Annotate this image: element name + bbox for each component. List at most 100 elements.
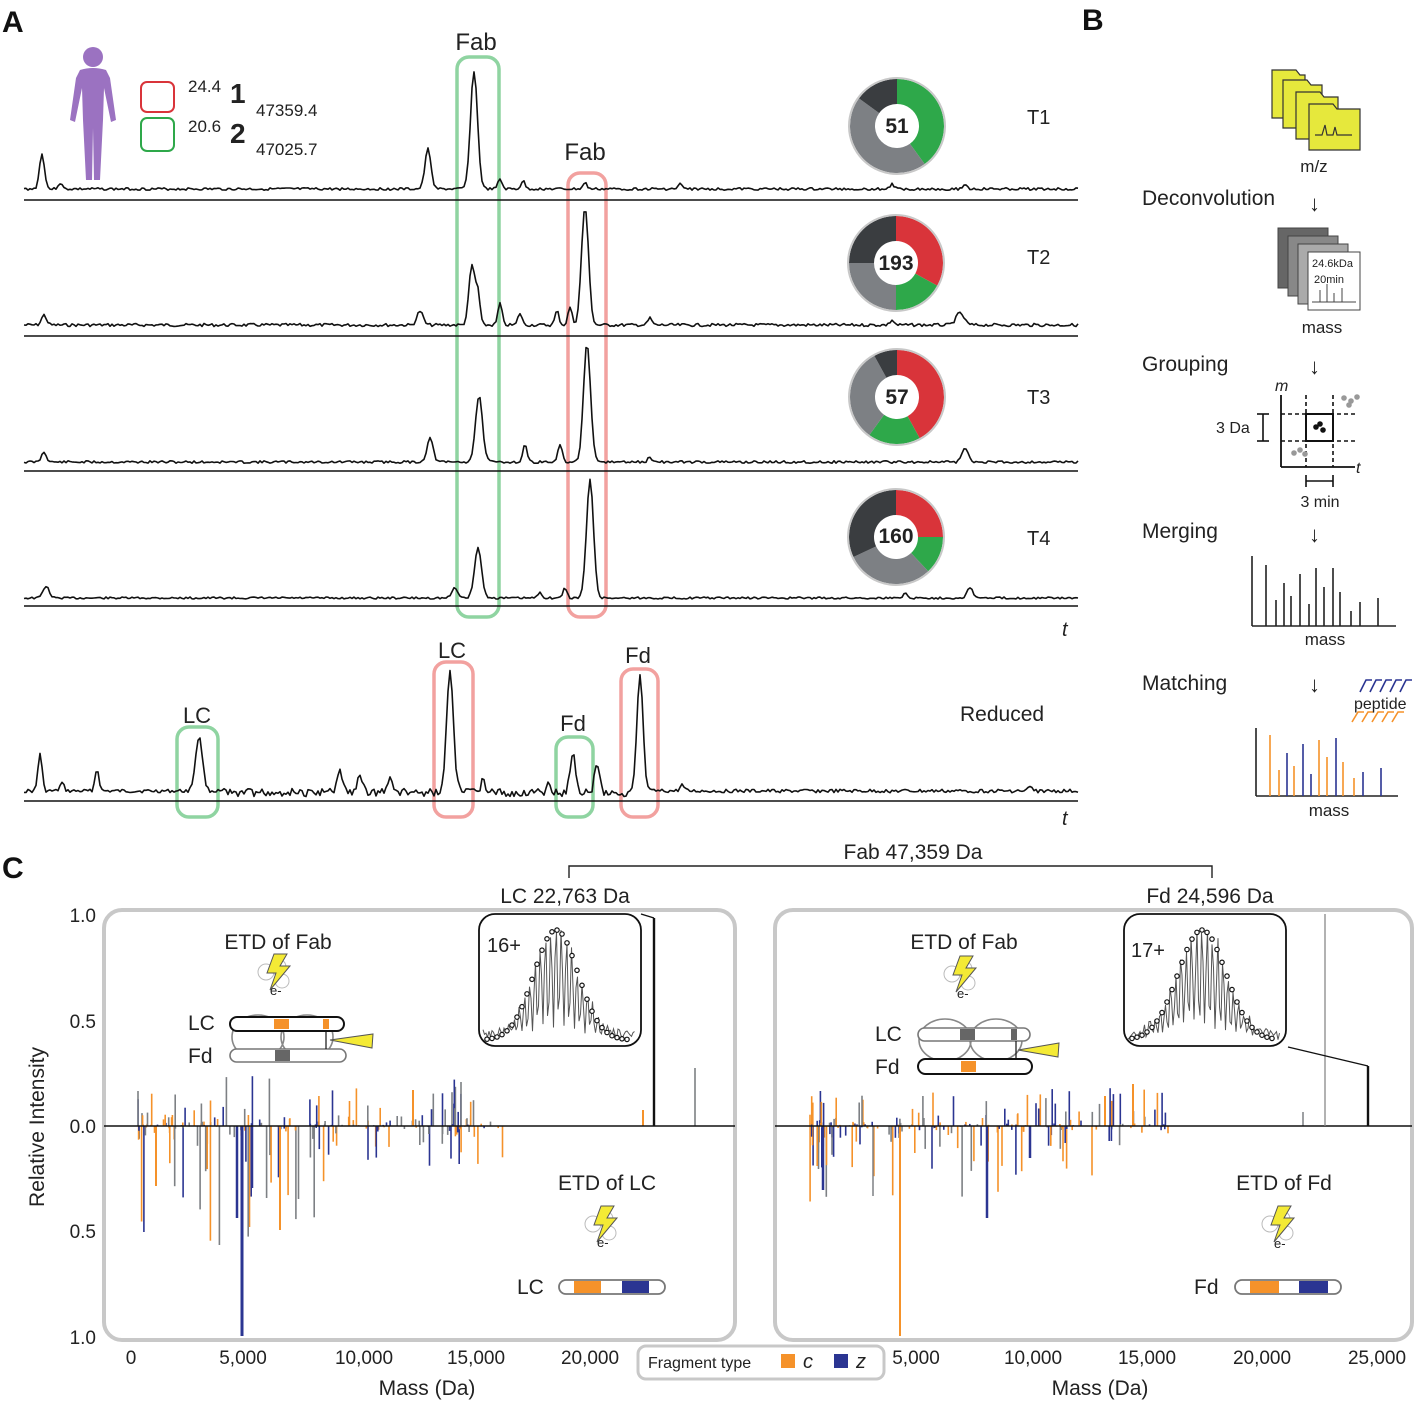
fragment-legend: Fragment type c z [636, 1344, 886, 1381]
y-tick-5: 1.0 [70, 1328, 96, 1349]
envelope-point [584, 996, 590, 1003]
legend-green-mass: 47025.7 [256, 140, 317, 159]
deconvolved-cards-icon [1277, 227, 1361, 311]
mz-label: m/z [1300, 157, 1327, 176]
donut-segment-dark [858, 79, 897, 114]
chromatogram-t1 [23, 71, 1079, 191]
left-lc-chain-bar [558, 1279, 666, 1295]
envelope-point [1234, 999, 1240, 1005]
right-electron-bolt-icon [943, 955, 978, 993]
envelope-point [1259, 1032, 1265, 1039]
envelope-point [1174, 973, 1180, 979]
reduced-label: Reduced [960, 703, 1044, 726]
left-x-tick-4: 20,000 [561, 1348, 619, 1369]
y-tick-3: 0.0 [70, 1117, 96, 1138]
donut-t2 [847, 214, 945, 312]
peptide-icon [1351, 679, 1412, 723]
envelope-point [614, 1034, 620, 1041]
trace-t1: T1 51 [23, 71, 1079, 201]
left-electron-label: e- [270, 983, 282, 998]
envelope-point [1189, 936, 1195, 942]
left-fab-chain-diagram [229, 1014, 374, 1063]
fd-title: Fd 24,596 Da [1146, 885, 1274, 908]
envelope-point [1199, 927, 1205, 933]
arrow-2: ↓ [1309, 354, 1320, 379]
y-axis-label: Relative Intensity [26, 1047, 49, 1207]
envelope-point [1229, 986, 1235, 993]
chromatogram-reduced [23, 669, 1079, 798]
right-fd-chain-bar [1234, 1279, 1342, 1295]
envelope-point [1224, 973, 1230, 979]
donut-segment-dark [874, 349, 897, 378]
envelope-point [1154, 1018, 1160, 1024]
trace-t4: T4 160 [23, 478, 1079, 607]
right-electron-label-2: e- [1274, 1236, 1286, 1251]
envelope-point [579, 982, 585, 989]
card-line-1: 24.6kDa [1312, 258, 1354, 270]
envelope-point [1129, 1035, 1135, 1042]
grouping-diagram [1257, 394, 1360, 487]
right-fragment-bars [809, 1084, 1304, 1336]
three-min-label: 3 min [1300, 494, 1339, 511]
lc-green-label: LC [183, 703, 211, 728]
panel-a: 24.4 1 47359.4 20.6 2 47025.7 Fab Fab T1… [23, 29, 1079, 830]
left-inset-connector [640, 913, 655, 919]
left-bottom-chain-label: LC [517, 1276, 544, 1299]
raw-files-icon [1271, 69, 1361, 151]
envelope-point [1164, 999, 1170, 1005]
donut-segment-grey [850, 355, 887, 436]
envelope-point [494, 1034, 500, 1040]
trace-t4-label: T4 [1027, 528, 1050, 550]
donut-outline [848, 348, 946, 446]
matching-label: Matching [1142, 672, 1227, 695]
panel-b: m/z Deconvolution ↓ 24.6kDa 20min mass G… [1142, 69, 1412, 820]
donut-segment-red [897, 350, 944, 439]
left-electron-label-2: e- [597, 1235, 609, 1250]
envelope-point [534, 961, 540, 968]
envelope-point [489, 1035, 495, 1042]
envelope-point [1184, 946, 1190, 953]
legend-red-rt: 24.4 [188, 77, 221, 96]
right-x-ticks: 0 5,000 10,000 15,000 20,000 25,000 [798, 1348, 1406, 1369]
envelope-point [1264, 1034, 1270, 1041]
envelope-point [1219, 959, 1225, 966]
right-x-tick-1: 5,000 [892, 1348, 940, 1369]
right-chain-fd-label: Fd [875, 1056, 900, 1079]
donut-outline [847, 488, 945, 586]
donut-segment-dark [849, 216, 896, 263]
right-x-tick-5: 25,000 [1348, 1348, 1406, 1369]
mass-label-1: mass [1302, 318, 1343, 337]
trace-t2-label: T2 [1027, 247, 1050, 269]
panel-c-letter: C [2, 852, 24, 885]
legend-c-label: c [803, 1351, 813, 1373]
envelope-point [1169, 986, 1175, 993]
right-charge-label: 17+ [1131, 940, 1165, 962]
reduced-axis-t: t [1062, 808, 1069, 830]
matched-spectrum [1255, 728, 1398, 797]
donut-t4-count: 160 [878, 525, 913, 548]
fab-green-label: Fab [455, 29, 496, 56]
envelope-point [1209, 936, 1215, 942]
donut-segment-grey [850, 98, 925, 174]
legend-c-swatch [781, 1354, 795, 1368]
envelope-point [624, 1036, 630, 1043]
donut-segment-green [897, 79, 945, 165]
envelope-point [484, 1036, 490, 1043]
legend-green-square [140, 117, 175, 152]
envelope-point [524, 991, 530, 997]
right-x-tick-3: 15,000 [1118, 1348, 1176, 1369]
lc-red-label: LC [438, 638, 466, 663]
right-inset-envelope [1129, 927, 1275, 1042]
donut-outline [848, 77, 946, 175]
right-fab-chain-diagram [917, 1018, 1060, 1075]
right-etd-bottom-label: ETD of Fd [1236, 1172, 1332, 1195]
left-chain-fd-label: Fd [188, 1045, 213, 1068]
fragment-legend-title: Fragment type [648, 1355, 751, 1372]
donut-segment-green [869, 414, 920, 444]
right-x-tick-2: 10,000 [1004, 1348, 1062, 1369]
envelope-point [529, 976, 535, 983]
left-x-tick-0: 0 [126, 1348, 137, 1369]
envelope-point [589, 1008, 595, 1015]
donut-t4 [847, 488, 945, 586]
merged-spectrum [1251, 556, 1396, 627]
